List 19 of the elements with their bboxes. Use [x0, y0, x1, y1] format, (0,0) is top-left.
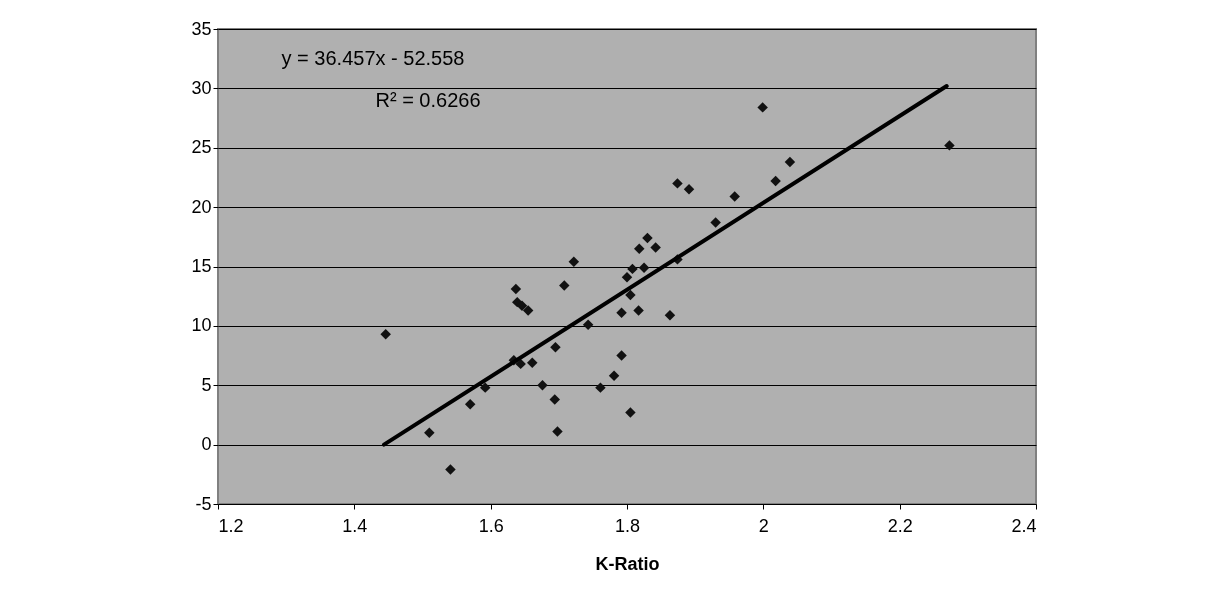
y-tick-label: -5	[195, 493, 212, 514]
x-tick-label: 2.4	[1011, 515, 1037, 536]
x-tick-label: 1.8	[614, 515, 641, 536]
y-tick-label: 20	[191, 196, 212, 217]
annotation: y = 36.457x - 52.558	[281, 47, 465, 69]
annotation: R² = 0.6266	[375, 89, 481, 111]
x-tick-label: 1.4	[342, 515, 368, 536]
y-tick-label: 5	[201, 374, 212, 395]
x-tick-label: 2	[758, 515, 769, 536]
x-tick-label: 1.2	[218, 515, 244, 536]
y-tick-label: 25	[191, 137, 212, 158]
y-tick-label: 15	[191, 256, 212, 276]
y-tick-label: 10	[191, 315, 212, 336]
x-axis-title: K-Ratio	[595, 553, 660, 574]
y-tick-label: 0	[201, 434, 212, 455]
y-tick-label: 30	[191, 77, 212, 98]
x-tick-label: 1.6	[478, 515, 504, 536]
y-tick-label: 35	[191, 18, 212, 39]
x-tick-label: 2.2	[887, 515, 913, 536]
